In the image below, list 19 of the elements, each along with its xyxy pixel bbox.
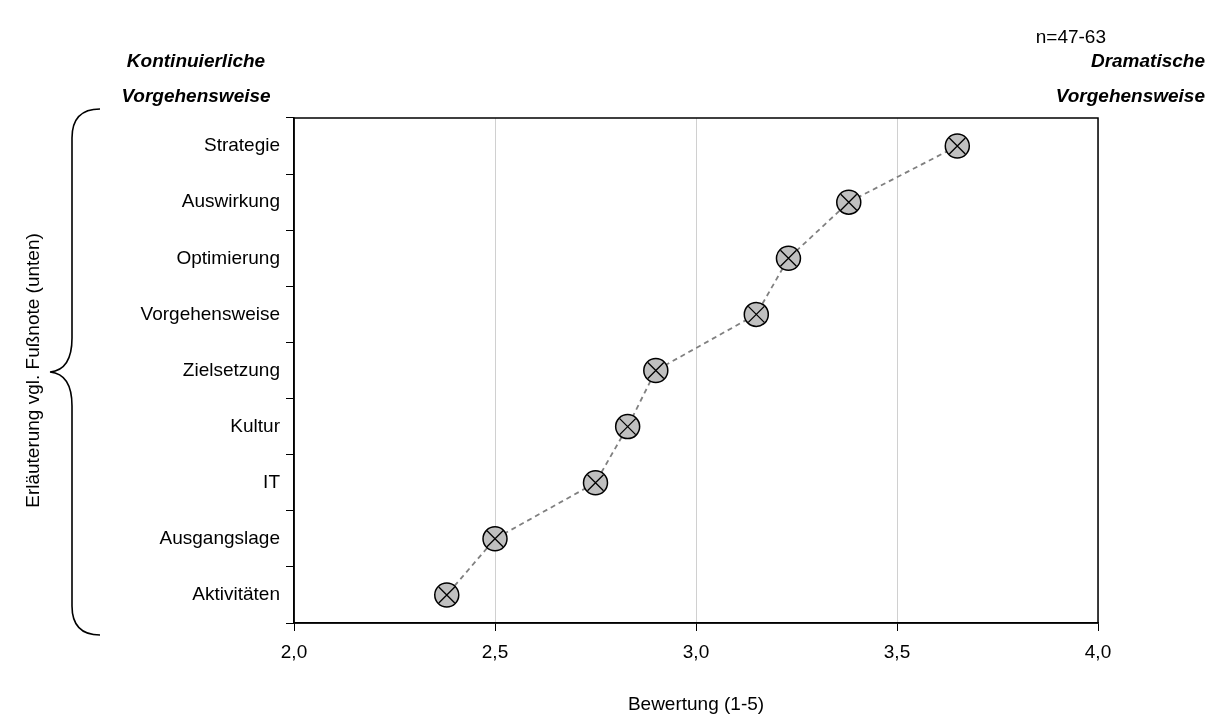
- y-tick-label: Strategie: [203, 134, 280, 156]
- y-tick-label: Vorgehensweise: [140, 302, 280, 324]
- y-tick-label: Aktivitäten: [192, 583, 280, 605]
- text: Dramatische Vorgehensweise: [1055, 50, 1206, 107]
- x-tick-label: 2,0: [280, 640, 308, 662]
- text: n=47-63: [1035, 26, 1106, 48]
- x-tick-label: 2,5: [481, 640, 509, 662]
- y-tick-label: Auswirkung: [181, 190, 280, 212]
- x-tick-label: 3,5: [883, 640, 911, 662]
- y-tick-label: Ausgangslage: [159, 527, 280, 549]
- x-tick-label: 3,0: [682, 640, 710, 662]
- text: Kontinuierliche Vorgehensweise: [121, 50, 272, 107]
- y-tick-label: Zielsetzung: [182, 358, 280, 380]
- text: Erläuterung vgl. Fußnote (unten): [22, 233, 44, 508]
- y-tick-label: Optimierung: [176, 246, 280, 268]
- y-tick-label: Kultur: [230, 414, 281, 436]
- y-tick-label: IT: [263, 470, 281, 492]
- x-tick-label: 4,0: [1084, 640, 1112, 662]
- x-axis-title: Bewertung (1-5): [627, 692, 765, 714]
